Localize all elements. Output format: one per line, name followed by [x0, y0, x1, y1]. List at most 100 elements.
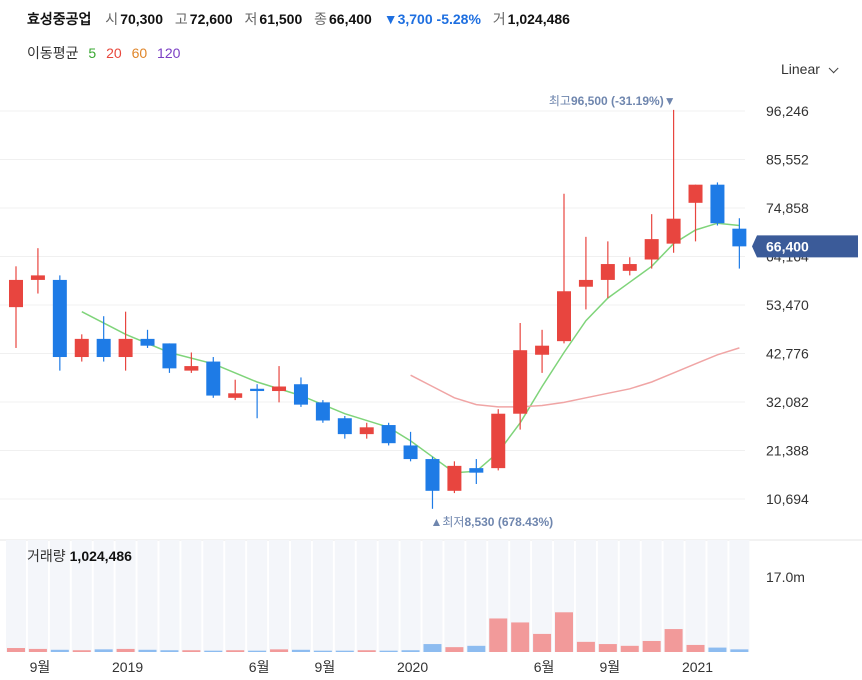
volume-bar — [313, 650, 332, 652]
close-label: 종 — [314, 11, 328, 27]
candle-body — [622, 264, 637, 271]
volume-bar — [7, 648, 25, 652]
y-tick-label: 32,082 — [766, 394, 809, 410]
volume-bar — [576, 641, 595, 652]
volume-bar — [489, 618, 508, 652]
volume-column-bg — [312, 540, 333, 652]
volume-bar — [50, 649, 69, 652]
volume-column-bg — [685, 540, 706, 652]
scale-dropdown[interactable]: Linear — [781, 61, 839, 77]
moving-average-legend: 이동평균 5 20 60 120 — [27, 43, 186, 63]
candle-body — [710, 184, 725, 224]
volume-column-bg — [466, 540, 487, 652]
high-label: 고 — [174, 11, 188, 27]
volume-tick-label: 17.0m — [766, 569, 805, 585]
volume-panel-label: 거래량 1,024,486 — [27, 546, 132, 566]
candle-body — [272, 386, 287, 392]
high-annotation: 최고96,500 (-31.19%)▼ — [549, 94, 676, 108]
ma-line-5 — [81, 222, 740, 474]
volume-bar — [379, 650, 398, 652]
volume-column-bg — [137, 540, 158, 652]
scale-label: Linear — [781, 61, 820, 77]
y-tick-label: 53,470 — [766, 297, 809, 313]
volume-bar — [467, 645, 486, 652]
volume-bar — [445, 647, 464, 652]
candle-body — [96, 338, 111, 358]
candle-body — [9, 279, 23, 308]
candle-body — [447, 465, 462, 491]
candle-body — [162, 343, 177, 369]
change-amount: 3,700 — [397, 11, 433, 27]
y-axis-labels: 96,24685,55274,85864,16453,47042,77632,0… — [766, 103, 809, 507]
low-label: 저 — [244, 11, 258, 27]
x-tick-label: 9월 — [315, 659, 336, 675]
candle-body — [644, 239, 659, 260]
volume-column-bg — [269, 540, 290, 652]
x-tick-label: 6월 — [534, 659, 555, 675]
ma-legend-title: 이동평균 — [27, 45, 79, 61]
candle-body — [469, 468, 484, 473]
candle-body — [184, 366, 199, 371]
candle-body — [315, 402, 330, 421]
candle-body — [206, 361, 221, 396]
volume-column-bg — [93, 540, 114, 652]
volume-bar — [730, 649, 749, 652]
close-value: 66,400 — [329, 11, 372, 27]
candle-body — [293, 384, 308, 405]
volume-bar — [248, 650, 267, 652]
candle-body — [491, 413, 506, 469]
change-percent: -5.28% — [436, 11, 481, 27]
low-annotation-value: 8,530 (678.43%) — [464, 515, 553, 529]
candle-body — [337, 418, 352, 435]
volume-bar — [28, 648, 47, 652]
x-tick-label: 9월 — [600, 659, 621, 675]
ma-period-5[interactable]: 5 — [88, 45, 97, 61]
volume-column-bg — [181, 540, 202, 652]
volume-column-bg — [663, 540, 684, 652]
volume-column-bg — [575, 540, 596, 652]
candle-body — [30, 275, 45, 280]
stock-header: 효성중공업 시 70,300 고 72,600 저 61,500 종 66,400 ▼3… — [27, 9, 578, 29]
volume-bar — [664, 629, 683, 652]
y-tick-label: 10,694 — [766, 491, 809, 507]
volume-column-bg — [619, 540, 640, 652]
volume-bar — [226, 650, 245, 652]
volume-bar — [335, 650, 354, 652]
ma-period-120[interactable]: 120 — [157, 45, 181, 61]
volume-column-bg — [6, 540, 26, 652]
low-annotation-label: 최저 — [442, 515, 464, 529]
down-triangle-icon: ▼ — [664, 94, 676, 108]
candle-body — [557, 291, 571, 342]
volume-bar — [533, 633, 552, 652]
volume-column-bg — [400, 540, 421, 652]
volume-bar — [204, 650, 223, 652]
volume-bar — [401, 650, 420, 652]
y-tick-label: 96,246 — [766, 103, 809, 119]
annotations: 최고96,500 (-31.19%)▼ ▲최저8,530 (678.43%) — [430, 94, 675, 529]
current-price-label: 66,400 — [766, 238, 809, 254]
x-tick-label: 9월 — [30, 659, 51, 675]
candle-body — [359, 427, 374, 435]
ma-period-20[interactable]: 20 — [106, 45, 122, 61]
candle-body — [732, 228, 747, 247]
open-label: 시 — [105, 11, 119, 27]
candle-body — [74, 338, 89, 358]
candle-body — [513, 350, 528, 414]
high-annotation-label: 최고 — [549, 94, 571, 108]
candle-body — [381, 425, 396, 444]
volume-column-bg — [378, 540, 399, 652]
volume-panel-value: 1,024,486 — [69, 548, 132, 564]
volume-value: 1,024,486 — [507, 11, 570, 27]
x-tick-label: 2019 — [112, 659, 143, 675]
volume-column-bg — [27, 540, 48, 652]
volume-label: 거 — [492, 11, 506, 27]
candle-body — [250, 388, 265, 392]
ma-period-60[interactable]: 60 — [131, 45, 148, 61]
volume-column-bg — [422, 540, 443, 652]
x-tick-label: 2020 — [397, 659, 428, 675]
volume-bar — [357, 650, 376, 652]
volume-bar — [511, 622, 530, 652]
volume-bar — [116, 648, 135, 652]
current-price-tag: 66,400 — [752, 235, 858, 258]
